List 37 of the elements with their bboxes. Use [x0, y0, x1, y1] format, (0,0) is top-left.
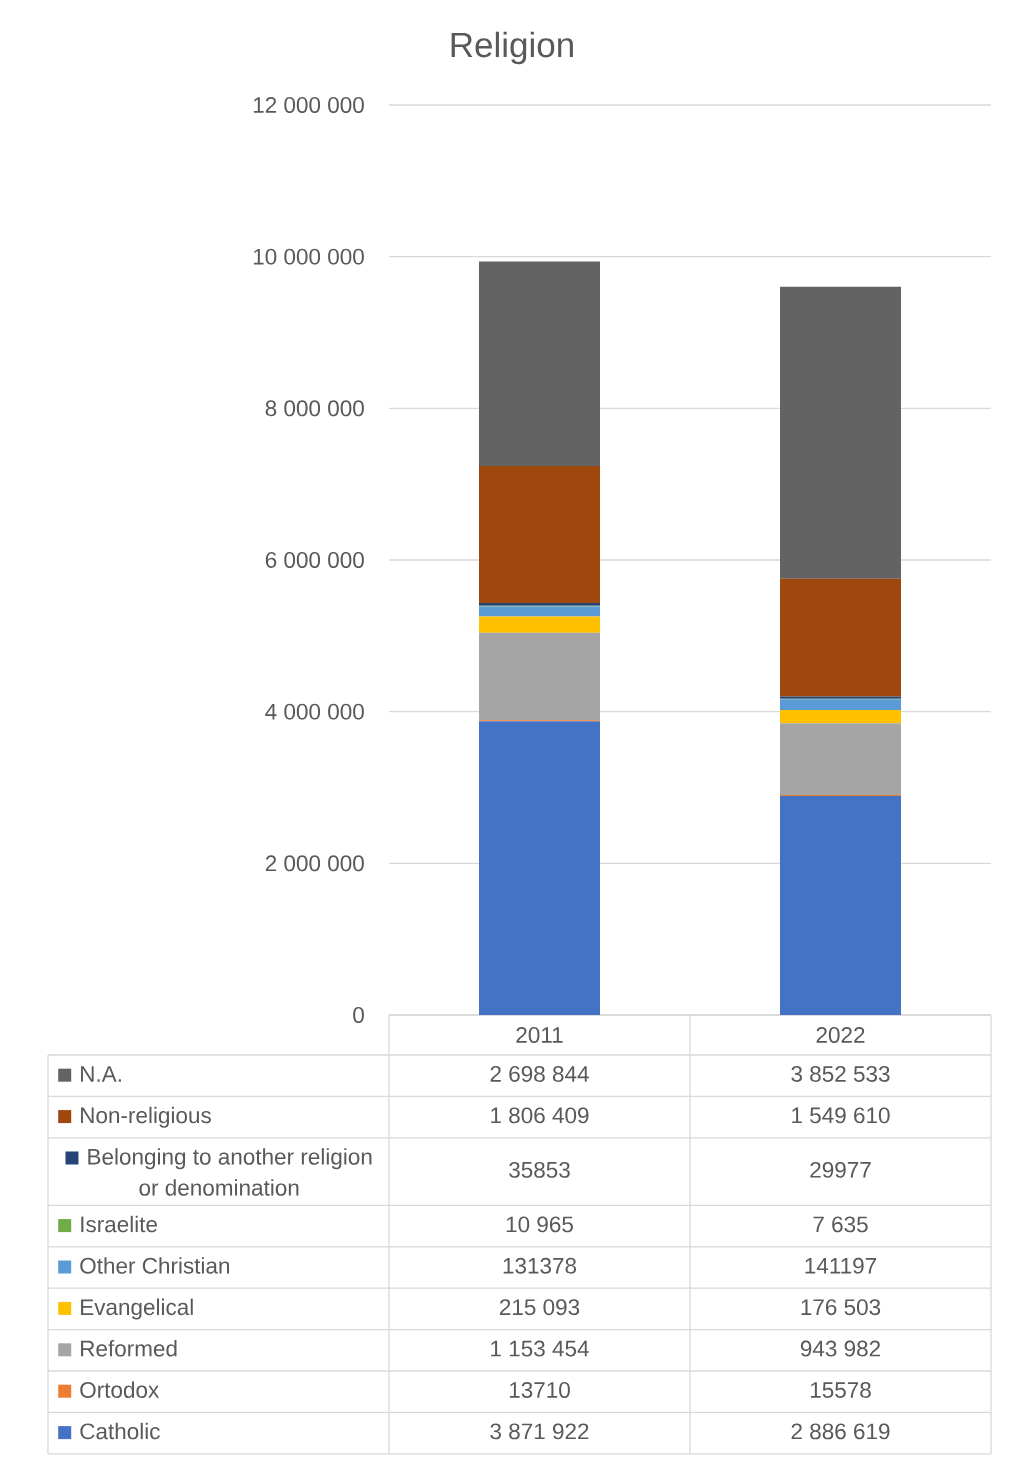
legend-label: Catholic — [80, 1422, 160, 1440]
legend-label: Belonging to another religion or denomination — [88, 1148, 372, 1196]
data-label: 1 549 610 — [792, 1107, 890, 1124]
data-label: 7 635 — [813, 1216, 868, 1233]
chart-title: Religion — [451, 31, 573, 65]
legend-label: Non-religious — [81, 1106, 211, 1128]
data-label: 29977 — [810, 1161, 871, 1178]
legend-label: Evangelical — [81, 1298, 193, 1320]
legend-label: Reformed — [81, 1340, 177, 1357]
y-tick-label: 6 000 000 — [265, 552, 364, 568]
data-label: 176 503 — [801, 1299, 881, 1316]
y-tick-label: 2 000 000 — [265, 855, 364, 872]
x-tick-label: 2022 — [816, 1027, 865, 1043]
data-label: 141197 — [805, 1257, 877, 1274]
data-label: 15578 — [810, 1382, 871, 1398]
data-label: 1 806 409 — [491, 1107, 589, 1124]
legend-label: Israelite — [81, 1215, 157, 1233]
legend-label: Ortodox — [80, 1381, 159, 1398]
y-tick-label: 0 — [353, 1007, 364, 1023]
y-tick-label: 8 000 000 — [265, 400, 364, 417]
data-label: 3 852 533 — [791, 1065, 890, 1082]
data-label: 215 093 — [499, 1299, 580, 1316]
data-label: 10 965 — [506, 1216, 573, 1233]
data-label: 1 153 454 — [491, 1340, 589, 1357]
data-label: 2 886 619 — [791, 1423, 890, 1440]
data-label: 131378 — [503, 1257, 577, 1274]
y-tick-label: 10 000 000 — [253, 248, 364, 265]
x-tick-label: 2011 — [516, 1027, 563, 1043]
data-label: 3 871 922 — [490, 1423, 589, 1440]
data-label: 2 698 844 — [490, 1065, 589, 1082]
data-label: 35853 — [509, 1161, 570, 1178]
legend-label: N.A. — [81, 1066, 121, 1082]
y-tick-label: 4 000 000 — [265, 703, 364, 720]
legend-label: Other Christian — [80, 1257, 230, 1274]
y-tick-label: 12 000 000 — [253, 97, 364, 113]
data-label: 943 982 — [800, 1340, 880, 1357]
data-label: 13710 — [509, 1382, 570, 1398]
